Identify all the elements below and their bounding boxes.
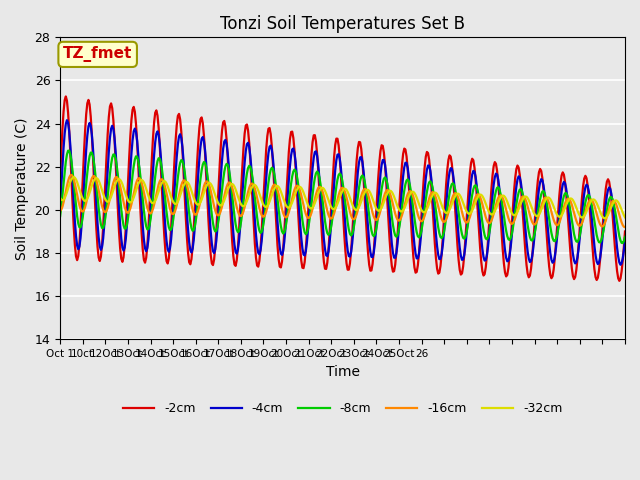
-4cm	[520, 213, 528, 218]
-2cm	[329, 171, 337, 177]
-32cm	[56, 195, 64, 201]
-4cm	[609, 200, 616, 205]
-32cm	[70, 174, 77, 180]
-16cm	[520, 194, 528, 200]
Legend: -2cm, -4cm, -8cm, -16cm, -32cm: -2cm, -4cm, -8cm, -16cm, -32cm	[118, 397, 568, 420]
-4cm	[394, 241, 401, 247]
-8cm	[609, 196, 616, 202]
-16cm	[394, 217, 401, 223]
Title: Tonzi Soil Temperatures Set B: Tonzi Soil Temperatures Set B	[220, 15, 465, 33]
-2cm	[520, 233, 528, 239]
-4cm	[326, 240, 333, 246]
-32cm	[329, 206, 337, 212]
-8cm	[363, 194, 371, 200]
-16cm	[329, 214, 337, 219]
-2cm	[621, 228, 629, 234]
-16cm	[609, 198, 616, 204]
X-axis label: Time: Time	[326, 365, 360, 379]
-4cm	[56, 204, 64, 209]
Text: TZ_fmet: TZ_fmet	[63, 47, 132, 62]
-8cm	[65, 148, 73, 154]
-2cm	[616, 278, 623, 284]
-2cm	[363, 234, 371, 240]
-32cm	[326, 201, 333, 206]
-16cm	[326, 215, 333, 220]
-2cm	[394, 234, 401, 240]
Line: -32cm: -32cm	[60, 177, 625, 218]
-32cm	[601, 216, 609, 221]
-16cm	[621, 224, 629, 230]
-8cm	[619, 240, 627, 246]
-32cm	[363, 187, 371, 192]
-8cm	[520, 199, 528, 204]
-32cm	[610, 199, 618, 205]
-8cm	[56, 213, 64, 219]
-2cm	[609, 212, 616, 217]
-8cm	[326, 231, 333, 237]
-32cm	[520, 194, 528, 200]
-16cm	[56, 208, 64, 214]
-4cm	[63, 117, 71, 123]
-32cm	[394, 203, 401, 209]
-4cm	[363, 211, 371, 217]
-16cm	[68, 172, 76, 178]
Y-axis label: Soil Temperature (C): Soil Temperature (C)	[15, 117, 29, 260]
-32cm	[621, 215, 629, 220]
-2cm	[326, 231, 333, 237]
Line: -2cm: -2cm	[60, 96, 625, 281]
-4cm	[329, 196, 337, 202]
Line: -16cm: -16cm	[60, 175, 625, 227]
-4cm	[621, 237, 629, 243]
-2cm	[62, 94, 70, 99]
-8cm	[394, 232, 401, 238]
Line: -4cm: -4cm	[60, 120, 625, 265]
-16cm	[363, 188, 371, 194]
-2cm	[56, 175, 64, 180]
Line: -8cm: -8cm	[60, 151, 625, 243]
-4cm	[616, 262, 624, 268]
-8cm	[621, 234, 629, 240]
-8cm	[329, 211, 337, 217]
